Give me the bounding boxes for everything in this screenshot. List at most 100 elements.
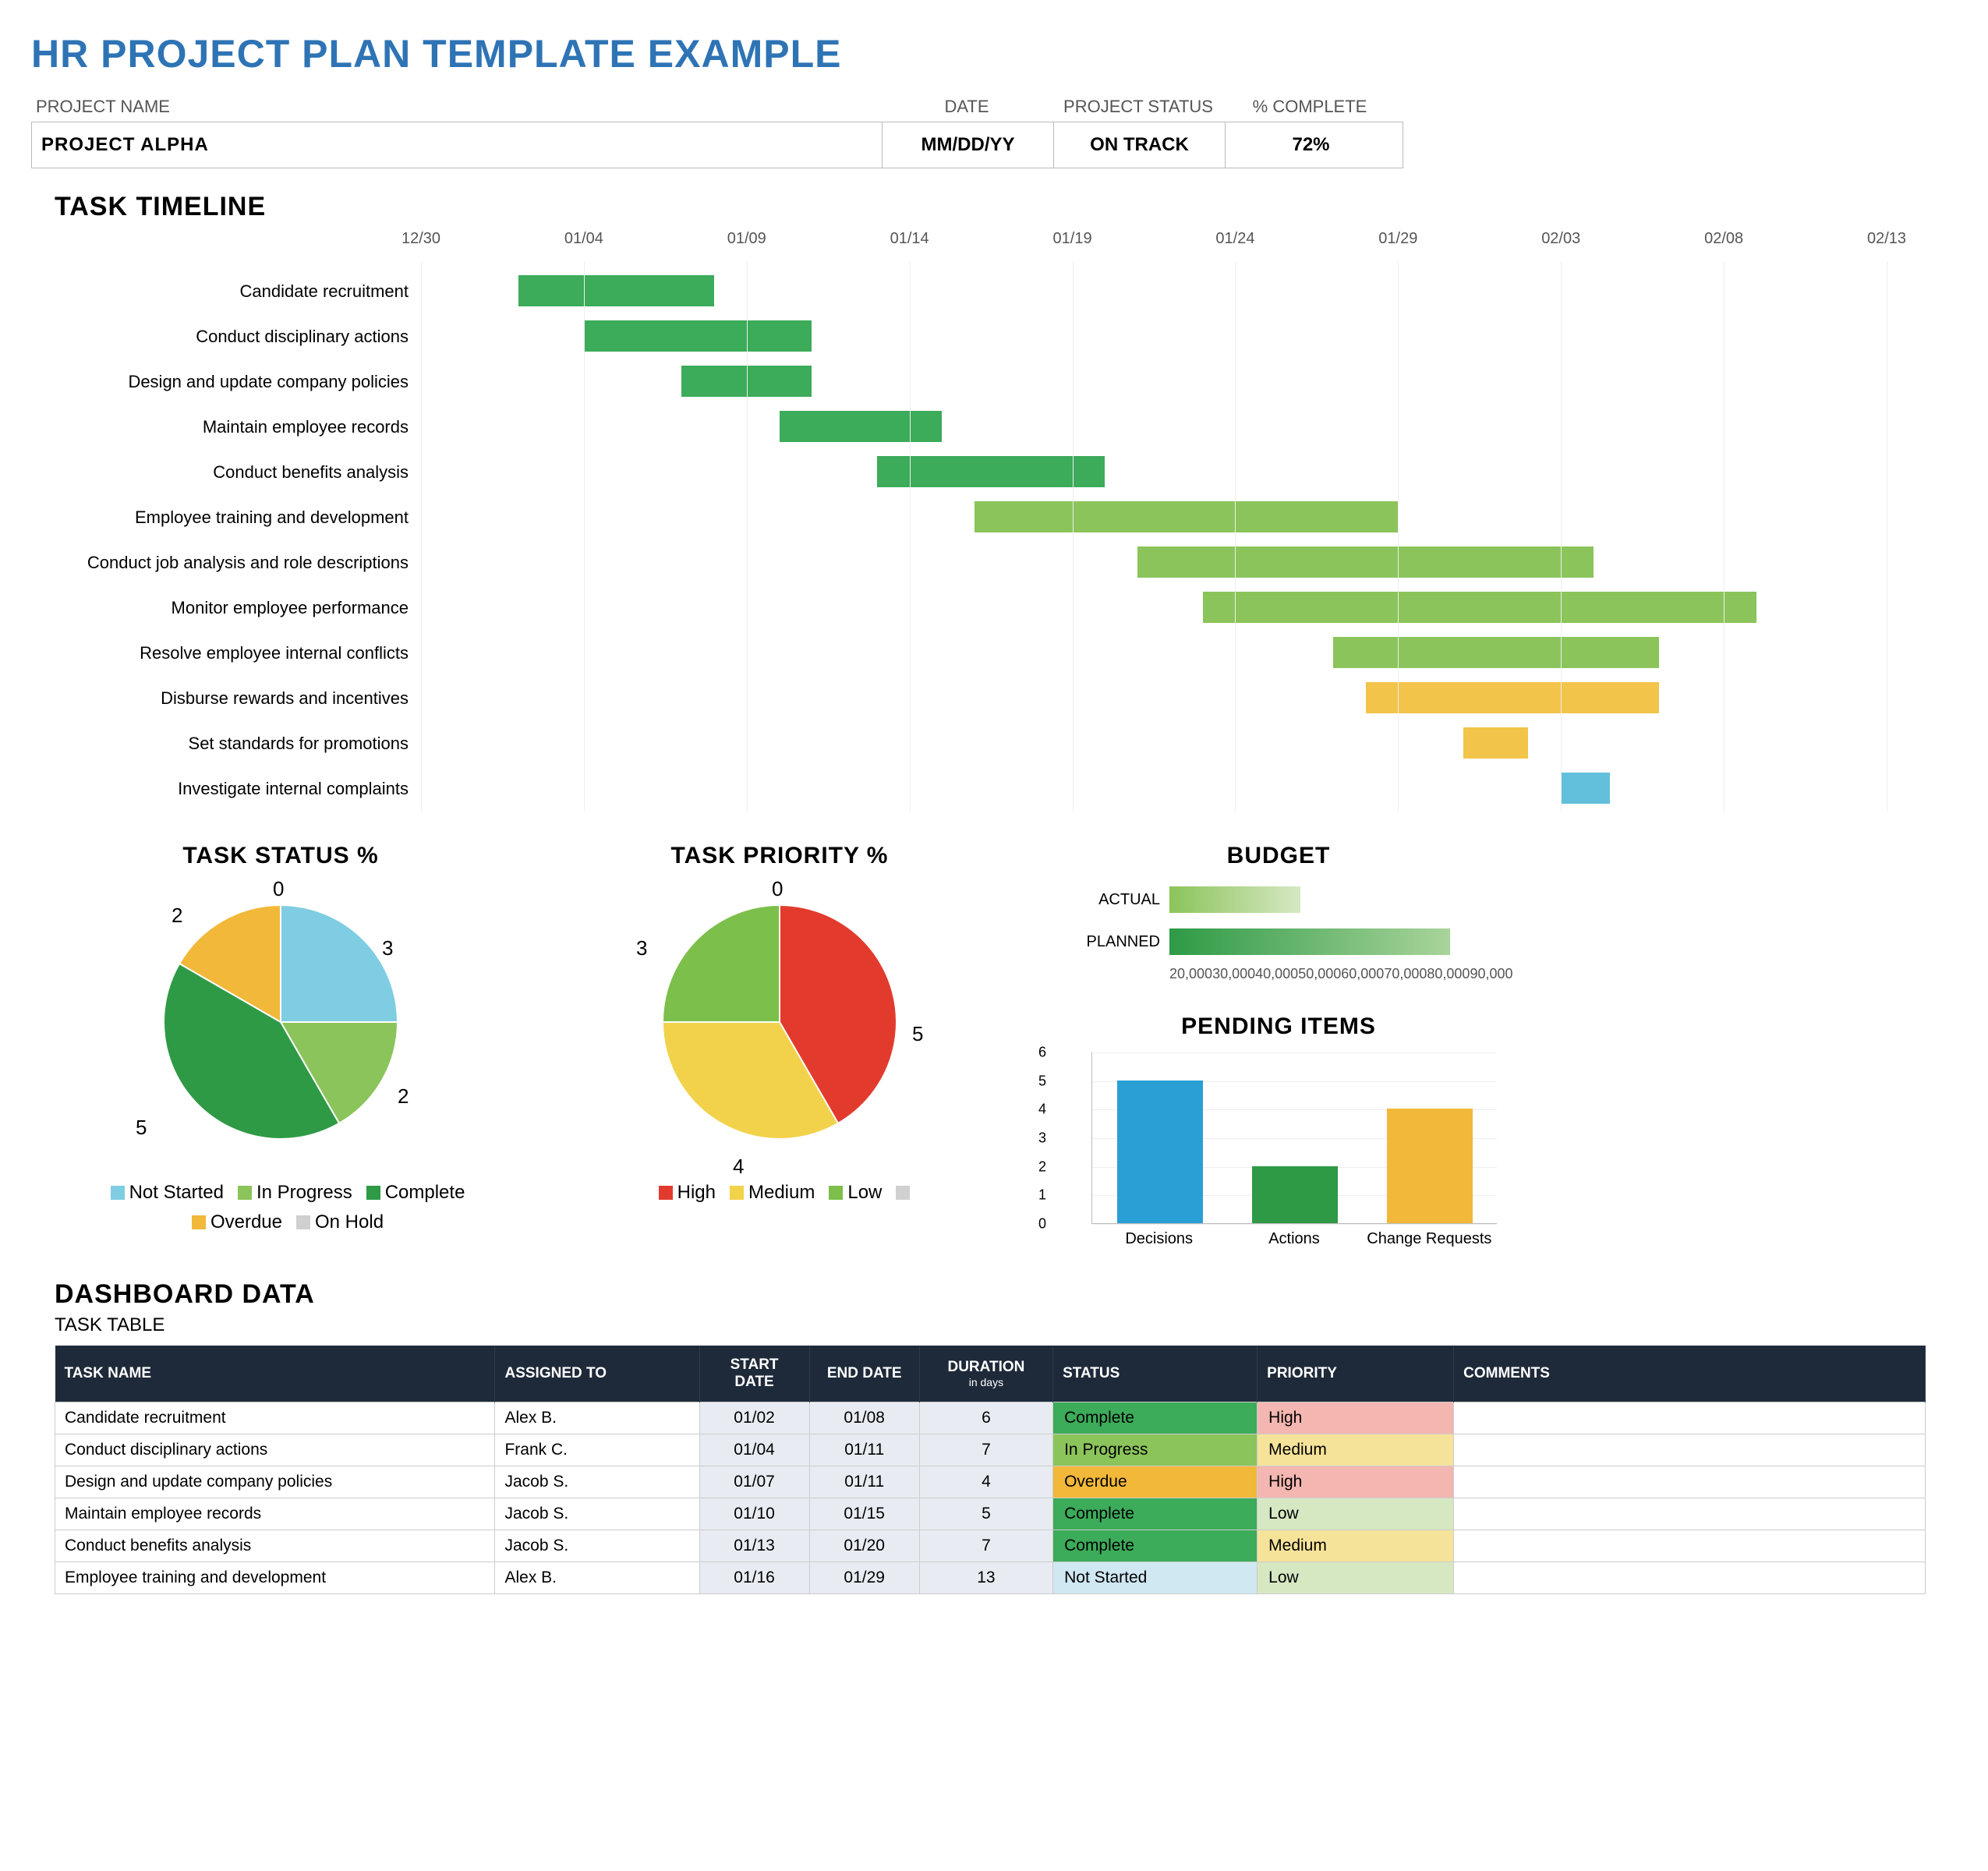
gantt-task-label: Conduct job analysis and role descriptio… (78, 540, 421, 585)
gantt-tick: 02/03 (1541, 230, 1580, 248)
gantt-bar (975, 501, 1398, 532)
priority-cell: Low (1258, 1498, 1454, 1530)
gantt-tick: 01/19 (1053, 230, 1092, 248)
pie-slice-label: 0 (772, 877, 783, 901)
gantt-task-label: Maintain employee records (78, 405, 421, 450)
gantt-task-label: Monitor employee performance (78, 585, 421, 631)
task-table: TASK NAMEASSIGNED TOSTART DATEEND DATEDU… (55, 1346, 1926, 1594)
priority-cell: Low (1258, 1562, 1454, 1594)
gantt-bar (780, 411, 943, 442)
gantt-tick: 12/30 (401, 230, 440, 248)
duration-cell: 13 (919, 1562, 1052, 1594)
budget-row-label: ACTUAL (1060, 891, 1169, 909)
priority-legend: HighMediumLow (561, 1178, 998, 1208)
task-name-cell: Conduct benefits analysis (55, 1530, 495, 1562)
gantt-tick: 01/24 (1215, 230, 1254, 248)
pending-category: Decisions (1091, 1224, 1226, 1248)
priority-cell: Medium (1258, 1530, 1454, 1562)
pending-bar (1252, 1166, 1338, 1223)
table-row: Employee training and developmentAlex B.… (55, 1562, 1926, 1594)
comments-cell (1454, 1562, 1926, 1594)
assigned-cell: Jacob S. (495, 1466, 699, 1498)
project-date: MM/DD/YY (882, 122, 1053, 168)
start-cell: 01/02 (699, 1402, 809, 1434)
gantt-bar (1137, 546, 1594, 578)
gantt-task-label: Conduct benefits analysis (78, 450, 421, 495)
table-row: Conduct disciplinary actionsFrank C.01/0… (55, 1434, 1926, 1466)
meta-h-pct: % COMPLETE (1224, 97, 1395, 117)
status-cell: Complete (1053, 1402, 1258, 1434)
duration-cell: 7 (919, 1530, 1052, 1562)
project-pct: 72% (1225, 122, 1396, 168)
page-title: HR PROJECT PLAN TEMPLATE EXAMPLE (31, 31, 1957, 76)
pie-slice-label: 4 (733, 1155, 744, 1179)
pie-slice-label: 0 (273, 877, 284, 901)
gantt-task-label: Disburse rewards and incentives (78, 676, 421, 721)
task-name-cell: Design and update company policies (55, 1466, 495, 1498)
start-cell: 01/07 (699, 1466, 809, 1498)
gantt-chart: Candidate recruitmentConduct disciplinar… (78, 230, 1957, 812)
project-name: PROJECT ALPHA (32, 134, 882, 156)
pending-title: PENDING ITEMS (1060, 1013, 1497, 1040)
task-name-cell: Conduct disciplinary actions (55, 1434, 495, 1466)
gantt-tick: 02/13 (1867, 230, 1906, 248)
end-cell: 01/29 (809, 1562, 919, 1594)
start-cell: 01/13 (699, 1530, 809, 1562)
pie-slice-label: 3 (636, 936, 647, 960)
gantt-task-label: Set standards for promotions (78, 721, 421, 766)
comments-cell (1454, 1434, 1926, 1466)
gantt-task-label: Employee training and development (78, 495, 421, 540)
assigned-cell: Jacob S. (495, 1530, 699, 1562)
timeline-title: TASK TIMELINE (55, 192, 1957, 222)
pie-slice-label: 2 (398, 1084, 409, 1109)
priority-cell: High (1258, 1402, 1454, 1434)
gantt-bar (1463, 727, 1529, 759)
pending-category: Actions (1226, 1224, 1361, 1248)
table-row: Candidate recruitmentAlex B.01/0201/086C… (55, 1402, 1926, 1434)
gantt-tick: 01/04 (564, 230, 603, 248)
pie-slice-label: 5 (136, 1116, 147, 1140)
comments-cell (1454, 1466, 1926, 1498)
gantt-tick: 01/09 (727, 230, 766, 248)
comments-cell (1454, 1530, 1926, 1562)
pending-bar (1387, 1109, 1473, 1223)
budget-title: BUDGET (1060, 843, 1497, 869)
end-cell: 01/11 (809, 1434, 919, 1466)
gantt-bar (518, 275, 714, 306)
duration-cell: 4 (919, 1466, 1052, 1498)
comments-cell (1454, 1498, 1926, 1530)
meta-header-row: PROJECT NAME DATE PROJECT STATUS % COMPL… (31, 92, 1957, 122)
duration-cell: 6 (919, 1402, 1052, 1434)
gantt-task-label: Design and update company policies (78, 359, 421, 405)
gantt-bar (1203, 592, 1756, 623)
assigned-cell: Jacob S. (495, 1498, 699, 1530)
start-cell: 01/16 (699, 1562, 809, 1594)
gantt-task-label: Conduct disciplinary actions (78, 314, 421, 359)
end-cell: 01/08 (809, 1402, 919, 1434)
start-cell: 01/10 (699, 1498, 809, 1530)
table-row: Conduct benefits analysisJacob S.01/1301… (55, 1530, 1926, 1562)
pending-category: Change Requests (1362, 1224, 1497, 1248)
gantt-tick: 01/29 (1378, 230, 1417, 248)
assigned-cell: Frank C. (495, 1434, 699, 1466)
gantt-bar (584, 320, 812, 352)
dashboard-title: DASHBOARD DATA (55, 1279, 1957, 1310)
task-name-cell: Employee training and development (55, 1562, 495, 1594)
pie-slice-label: 3 (382, 936, 393, 960)
task-name-cell: Candidate recruitment (55, 1402, 495, 1434)
status-pie-title: TASK STATUS % (62, 843, 499, 869)
priority-pie-chart: TASK PRIORITY % 5430 HighMediumLow (561, 843, 998, 1208)
pie-slice-label: 5 (912, 1022, 923, 1046)
meta-h-date: DATE (881, 97, 1052, 117)
end-cell: 01/11 (809, 1466, 919, 1498)
status-pie-chart: TASK STATUS % 32520 Not StartedIn Progre… (62, 843, 499, 1238)
gantt-task-label: Candidate recruitment (78, 269, 421, 314)
gantt-bar (1561, 773, 1610, 804)
status-legend: Not StartedIn ProgressCompleteOverdueOn … (62, 1178, 499, 1238)
gantt-bar (1366, 682, 1659, 713)
status-cell: Complete (1053, 1530, 1258, 1562)
status-cell: In Progress (1053, 1434, 1258, 1466)
assigned-cell: Alex B. (495, 1562, 699, 1594)
pending-bar (1117, 1081, 1203, 1223)
status-cell: Overdue (1053, 1466, 1258, 1498)
